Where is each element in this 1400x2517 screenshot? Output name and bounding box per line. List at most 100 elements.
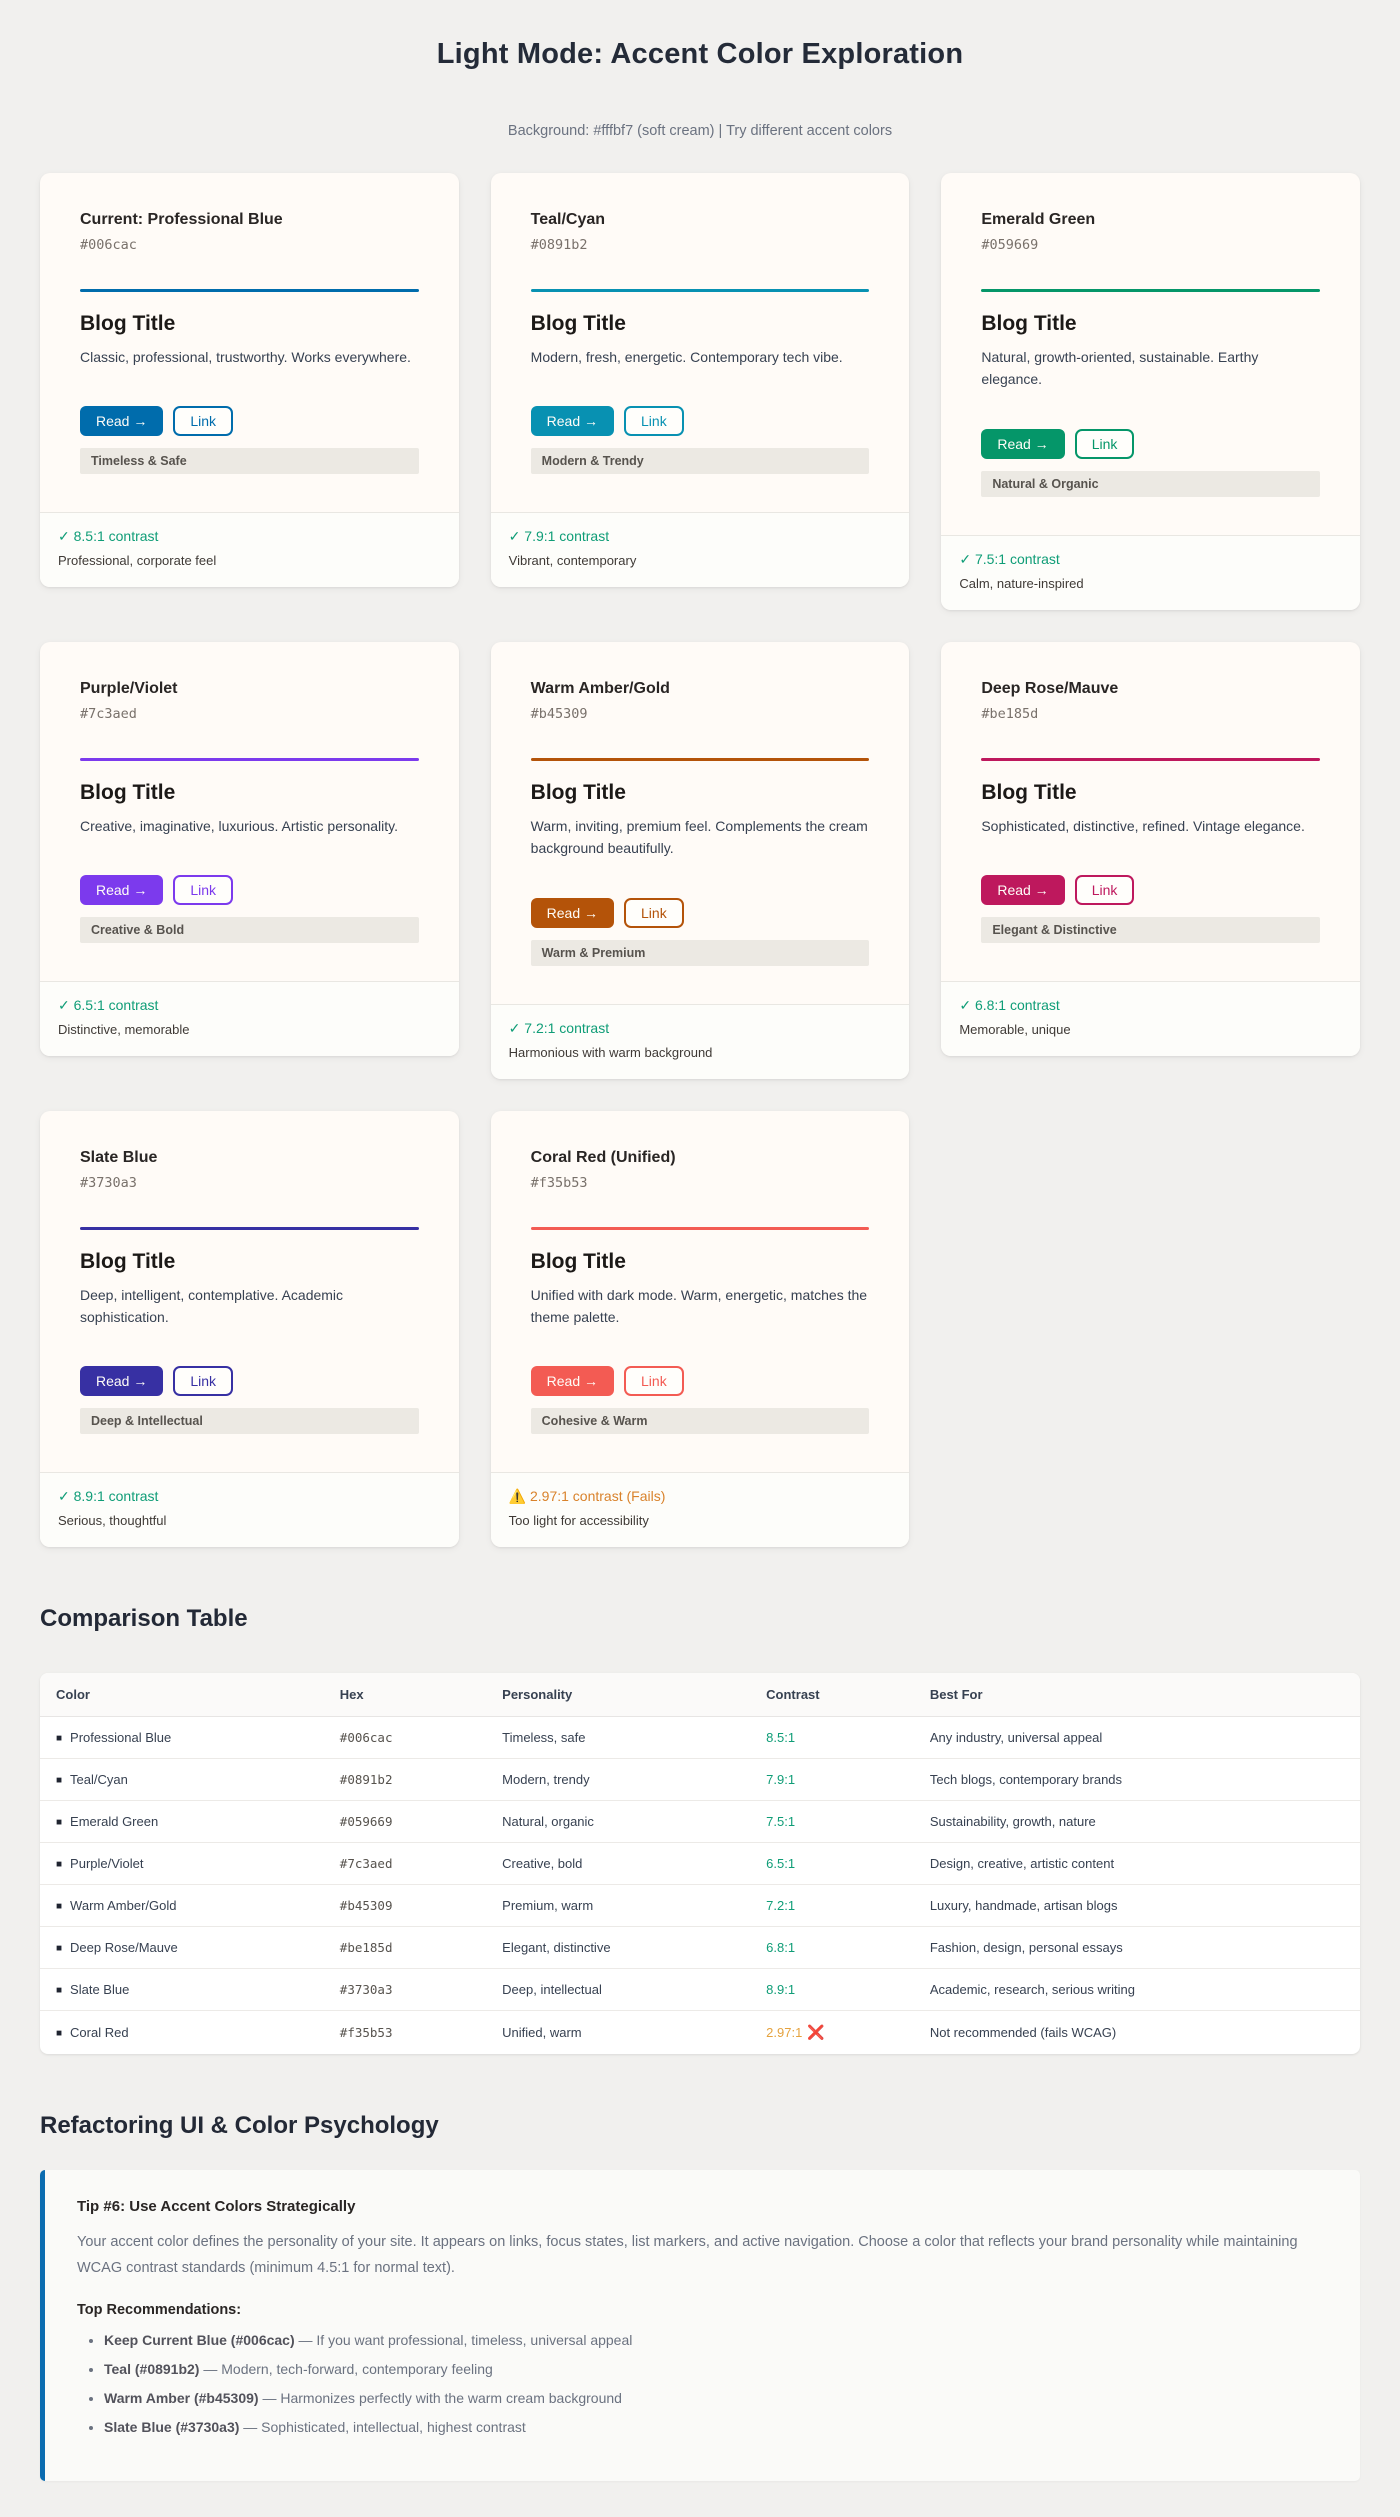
cell-color-name: Warm Amber/Gold — [70, 1898, 177, 1914]
link-button[interactable]: Link — [173, 1366, 234, 1397]
contrast-rating: ✓ 7.2:1 contrast — [508, 1019, 610, 1036]
personality-tag: Modern & Trendy — [530, 448, 870, 475]
cell-hex: #be185d — [323, 1926, 487, 1970]
color-swatch-icon: ■ — [56, 1733, 63, 1745]
blog-title-preview: Blog Title — [530, 1249, 626, 1273]
card-description: Sophisticated, distinctive, refined. Vin… — [981, 817, 1305, 834]
cell-color: ■ Warm Amber/Gold — [40, 1884, 324, 1928]
cell-contrast: 7.5:1 — [750, 1800, 914, 1844]
psychology-heading: Refactoring UI & Color Psychology — [40, 2112, 439, 2140]
col-header-personality: Personality — [486, 1673, 751, 1718]
cell-personality: Natural, organic — [486, 1800, 751, 1844]
card-hex-code: #f35b53 — [530, 1174, 588, 1191]
card-name: Slate Blue — [80, 1148, 158, 1166]
card-footer: ✓ 6.5:1 contrast Distinctive, memorable — [40, 981, 459, 1057]
card-footer: ✓ 7.9:1 contrast Vibrant, contemporary — [490, 512, 910, 588]
accent-color-card: Emerald Green #059669 Blog Title Natural… — [941, 173, 1360, 610]
card-note: Too light for accessibility — [508, 1513, 649, 1529]
cell-hex: #7c3aed — [323, 1842, 487, 1886]
cell-contrast: 6.5:1 — [750, 1842, 914, 1886]
button-row: Read → Link — [80, 1366, 419, 1397]
card-description: Deep, intelligent, contemplative. Academ… — [80, 1286, 344, 1325]
cell-color: ■ Professional Blue — [40, 1716, 324, 1760]
link-button[interactable]: Link — [624, 897, 684, 928]
read-button[interactable]: Read → — [530, 406, 615, 437]
comparison-table: Color Hex Personality Contrast Best For … — [40, 1673, 1360, 2055]
card-name: Coral Red (Unified) — [530, 1148, 676, 1166]
accent-divider — [80, 289, 419, 292]
col-header-best-for: Best For — [913, 1673, 1360, 1718]
cell-hex: #3730a3 — [323, 1968, 487, 2012]
button-row: Read → Link — [530, 406, 870, 437]
read-button[interactable]: Read → — [80, 875, 164, 906]
card-name: Emerald Green — [981, 211, 1096, 228]
cell-personality: Modern, trendy — [486, 1758, 751, 1802]
col-header-color: Color — [40, 1673, 324, 1718]
cell-color-name: Teal/Cyan — [70, 1772, 128, 1788]
link-button[interactable]: Link — [624, 1366, 684, 1397]
contrast-rating: ✓ 7.9:1 contrast — [508, 528, 610, 545]
link-button[interactable]: Link — [1074, 428, 1135, 459]
cell-color: ■ Coral Red — [40, 2011, 324, 2055]
read-button[interactable]: Read → — [530, 1366, 615, 1397]
cell-personality: Premium, warm — [486, 1884, 751, 1928]
tip-title: Tip #6: Use Accent Colors Strategically — [77, 2198, 356, 2216]
table-row: ■ Professional Blue #006cac Timeless, saf… — [40, 1716, 1360, 1760]
table-header-row: Color Hex Personality Contrast Best For — [40, 1673, 1360, 1718]
cell-best-for: Not recommended (fails WCAG) — [929, 2025, 1117, 2041]
recommendation-text: — Modern, tech-forward, contemporary fee… — [203, 2360, 493, 2377]
card-name: Purple/Violet — [80, 679, 178, 697]
card-footer: ✓ 7.5:1 contrast Calm, nature-inspired — [941, 534, 1360, 610]
card-description: Creative, imaginative, luxurious. Artist… — [80, 817, 398, 834]
recommendation-text: — If you want professional, timeless, un… — [298, 2331, 633, 2348]
recommendation-text: — Harmonizes perfectly with the warm cre… — [262, 2390, 622, 2407]
cell-hex: #006cac — [323, 1716, 487, 1760]
recommendation-item: Warm Amber (#b45309) — Harmonizes perfec… — [104, 2388, 1328, 2408]
contrast-rating: ✓ 7.5:1 contrast — [959, 550, 1060, 567]
cell-color: ■ Teal/Cyan — [40, 1758, 324, 1802]
accent-color-card: Teal/Cyan #0891b2 Blog Title Modern, fre… — [490, 173, 910, 588]
card-name: Teal/Cyan — [530, 211, 606, 228]
card-description: Unified with dark mode. Warm, energetic,… — [530, 1286, 868, 1325]
card-hex-code: #b45309 — [530, 705, 588, 722]
read-button[interactable]: Read → — [80, 1366, 164, 1397]
link-button[interactable]: Link — [173, 406, 234, 437]
color-swatch-icon: ■ — [56, 1817, 63, 1829]
accent-color-card: Deep Rose/Mauve #be185d Blog Title Sophi… — [941, 641, 1360, 1057]
link-button[interactable]: Link — [624, 406, 684, 437]
card-footer: ✓ 7.2:1 contrast Harmonious with warm ba… — [490, 1003, 910, 1079]
link-button[interactable]: Link — [1074, 875, 1135, 906]
cell-color: ■ Slate Blue — [40, 1968, 324, 2012]
recommendation-color: Keep Current Blue (#006cac) — [104, 2331, 295, 2348]
read-button[interactable]: Read → — [981, 875, 1065, 906]
cell-best-for: Luxury, handmade, artisan blogs — [913, 1884, 1360, 1928]
card-footer: ✓ 8.9:1 contrast Serious, thoughtful — [40, 1472, 459, 1548]
page-container: Light Mode: Accent Color Exploration Bac… — [40, 0, 1360, 2517]
read-button[interactable]: Read → — [981, 428, 1065, 459]
card-note: Vibrant, contemporary — [508, 553, 637, 569]
accent-divider — [981, 757, 1320, 761]
cell-personality: Timeless, safe — [486, 1716, 751, 1760]
cell-best-for: Design, creative, artistic content — [913, 1842, 1360, 1886]
contrast-rating: ✓ 6.8:1 contrast — [959, 997, 1060, 1014]
cell-color: ■ Purple/Violet — [40, 1842, 324, 1886]
cell-personality: Elegant, distinctive — [486, 1926, 751, 1970]
link-button[interactable]: Link — [173, 875, 234, 906]
card-hex-code: #006cac — [80, 237, 137, 253]
read-button[interactable]: Read → — [530, 897, 615, 928]
accent-divider — [530, 757, 870, 761]
table-row: ■ Teal/Cyan #0891b2 Modern, trendy 7.9:1 … — [40, 1758, 1360, 1802]
recommendation-item: Teal (#0891b2) — Modern, tech-forward, c… — [104, 2359, 1328, 2379]
card-body: Teal/Cyan #0891b2 Blog Title Modern, fre… — [491, 173, 910, 512]
color-swatch-icon: ■ — [56, 2028, 63, 2040]
card-body: Slate Blue #3730a3 Blog Title Deep, inte… — [40, 1111, 459, 1473]
cell-contrast: 6.8:1 — [750, 1926, 914, 1970]
button-row: Read → Link — [80, 406, 419, 437]
cell-contrast: 7.9:1 — [750, 1758, 914, 1802]
personality-tag: Deep & Intellectual — [80, 1408, 419, 1435]
read-button[interactable]: Read → — [80, 406, 164, 437]
cell-contrast: 7.2:1 — [750, 1884, 914, 1928]
cell-color: ■ Emerald Green — [40, 1800, 324, 1844]
cell-color-name: Coral Red — [70, 2025, 129, 2041]
recommendations-list: Keep Current Blue (#006cac) — If you wan… — [77, 2330, 1328, 2438]
